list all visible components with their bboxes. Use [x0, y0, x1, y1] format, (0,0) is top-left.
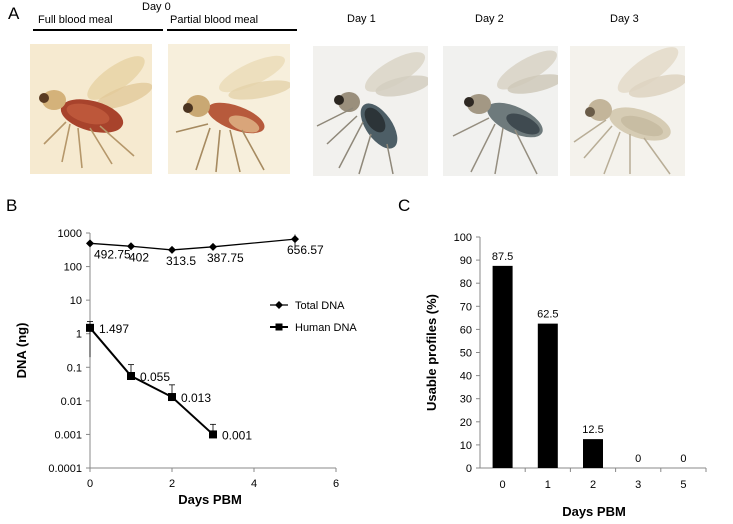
profiles-x-axis-title: Days PBM — [562, 504, 626, 519]
profiles-y-tick-label: 80 — [460, 278, 472, 290]
sand-fly-day3-photo — [570, 46, 685, 176]
profiles-y-tick-label: 10 — [460, 440, 472, 452]
total-dna-point — [86, 239, 94, 248]
dna-line-chart: 0.0001 0.001 0.01 0.1 1 10 100 1000 0 2 4 6 492.75… — [14, 228, 357, 507]
sand-fly-day2-photo — [443, 46, 558, 176]
photo-day-1 — [313, 46, 428, 176]
dna-y-tick-label: 10 — [70, 295, 82, 307]
dna-y-tick-label: 0.01 — [61, 396, 82, 408]
human-dna-value-label: 0.001 — [222, 428, 252, 442]
profiles-x-tick-label: 5 — [680, 479, 686, 491]
profiles-x-tick-label: 0 — [500, 479, 506, 491]
partial-blood-meal-underline — [167, 29, 297, 31]
human-dna-point — [168, 393, 176, 402]
human-dna-value-label: 1.497 — [99, 322, 129, 336]
sand-fly-partial-photo — [168, 44, 290, 174]
legend-total-dna-label: Total DNA — [295, 300, 345, 312]
total-dna-value-label: 656.57 — [287, 243, 324, 257]
profiles-x-tick-label: 1 — [545, 479, 551, 491]
photo-day-3 — [570, 46, 685, 176]
human-dna-point — [209, 430, 217, 439]
dna-y-tick-label: 1 — [76, 329, 82, 341]
profiles-y-axis-title: Usable profiles (%) — [424, 294, 439, 411]
day-3-label: Day 3 — [610, 13, 639, 25]
profiles-bar-value-label: 87.5 — [492, 251, 513, 263]
photo-partial-blood-meal — [168, 44, 290, 174]
legend-human-dna-label: Human DNA — [295, 322, 357, 334]
dna-x-tick-label: 0 — [87, 478, 93, 490]
profiles-bar-value-label: 0 — [635, 453, 641, 465]
human-dna-point — [127, 372, 135, 381]
total-dna-point — [168, 245, 176, 254]
dna-y-tick-label: 0.1 — [67, 362, 82, 374]
dna-x-tick-label: 6 — [333, 478, 339, 490]
total-dna-value-label: 387.75 — [207, 251, 244, 265]
full-blood-meal-underline — [33, 29, 163, 31]
profiles-y-tick-label: 40 — [460, 371, 472, 383]
dna-y-axis-title: DNA (ng) — [14, 323, 29, 379]
profiles-bar-value-label: 62.5 — [537, 309, 558, 321]
total-dna-value-label: 402 — [129, 250, 149, 264]
photo-day-2 — [443, 46, 558, 176]
human-dna-value-label: 0.055 — [140, 370, 170, 384]
profiles-y-tick-label: 90 — [460, 255, 472, 267]
partial-blood-meal-label: Partial blood meal — [170, 14, 259, 26]
human-dna-point — [86, 323, 94, 332]
profiles-bar — [583, 439, 603, 468]
dna-y-tick-label: 0.001 — [54, 429, 82, 441]
profiles-bar-value-label: 0 — [680, 453, 686, 465]
dna-y-tick-label: 100 — [64, 262, 82, 274]
profiles-y-tick-label: 0 — [466, 463, 472, 475]
total-dna-value-label: 492.75 — [94, 247, 131, 261]
sand-fly-day1-photo — [313, 46, 428, 176]
photo-full-blood-meal — [30, 44, 152, 174]
dna-y-tick-label: 0.0001 — [48, 463, 82, 475]
dna-y-tick-label: 1000 — [58, 228, 82, 240]
full-blood-meal-label: Full blood meal — [38, 14, 113, 26]
day-0-label: Day 0 — [142, 1, 171, 13]
profiles-y-tick-label: 60 — [460, 324, 472, 336]
dna-x-tick-label: 4 — [251, 478, 257, 490]
total-dna-point — [209, 242, 217, 251]
profiles-x-tick-label: 2 — [590, 479, 596, 491]
panel-b-label: B — [6, 196, 18, 215]
panel-a-label: A — [8, 4, 20, 23]
human-dna-line — [89, 327, 214, 436]
panel-c-label: C — [398, 196, 411, 215]
profiles-y-tick-label: 30 — [460, 394, 472, 406]
profiles-y-tick-label: 100 — [454, 232, 472, 244]
human-dna-value-label: 0.013 — [181, 391, 211, 405]
dna-legend: Total DNA Human DNA — [270, 300, 357, 334]
dna-x-axis-title: Days PBM — [178, 492, 242, 507]
profiles-y-tick-label: 50 — [460, 348, 472, 360]
profiles-bar — [492, 265, 513, 468]
dna-x-tick-label: 2 — [169, 478, 175, 490]
legend-human-dna-marker — [275, 323, 283, 331]
profiles-bar — [537, 323, 558, 468]
sand-fly-engorged-photo — [30, 44, 152, 174]
total-dna-point — [291, 235, 299, 244]
profiles-y-tick-label: 70 — [460, 301, 472, 313]
day-2-label: Day 2 — [475, 13, 504, 25]
legend-total-dna-marker — [275, 301, 283, 309]
profiles-y-tick-label: 20 — [460, 417, 472, 429]
day-1-label: Day 1 — [347, 13, 376, 25]
profiles-x-tick-label: 3 — [635, 479, 641, 491]
profiles-bar-value-label: 12.5 — [582, 424, 603, 436]
total-dna-point — [127, 242, 135, 251]
total-dna-value-label: 313.5 — [166, 254, 196, 268]
